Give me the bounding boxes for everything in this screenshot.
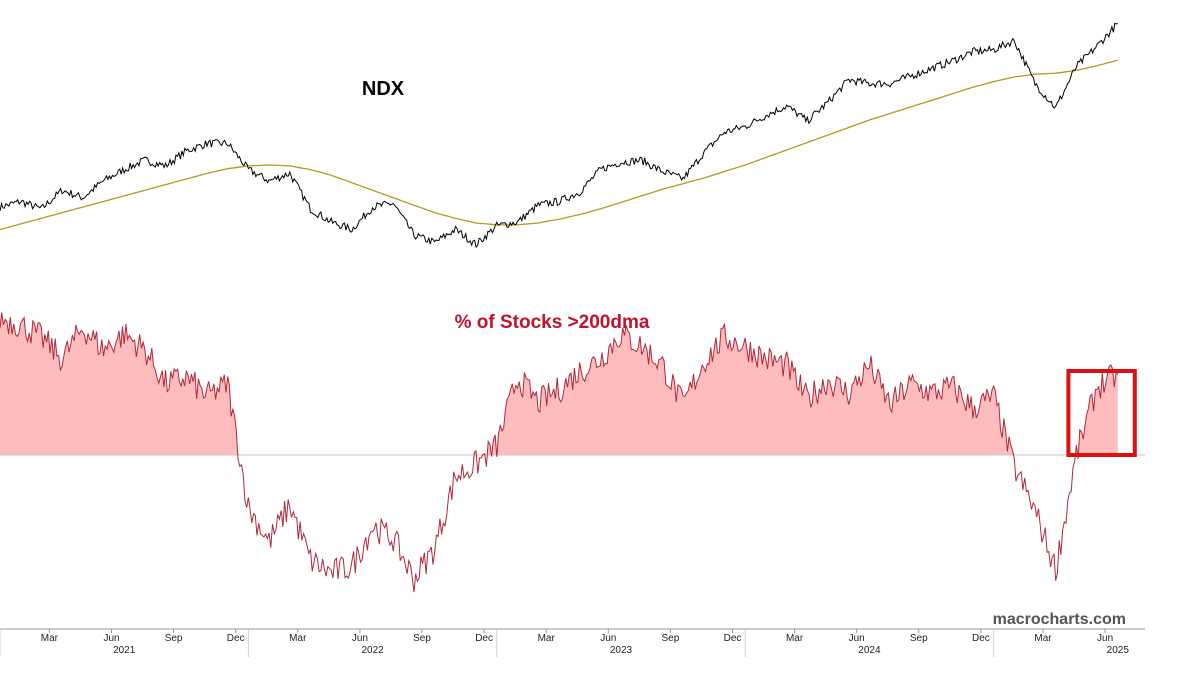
month-tick-label: Jun bbox=[849, 633, 865, 644]
month-tick-label: Mar bbox=[538, 633, 556, 644]
ndx-200dma-line bbox=[0, 59, 1118, 231]
ndx-price-line bbox=[0, 22, 1118, 249]
year-tick-label: 2025 bbox=[1107, 645, 1130, 656]
month-tick-label: Jun bbox=[600, 633, 616, 644]
month-tick-label: Mar bbox=[41, 633, 59, 644]
breadth-title: % of Stocks >200dma bbox=[455, 312, 650, 333]
month-tick-label: Dec bbox=[972, 633, 990, 644]
year-tick-label: 2022 bbox=[361, 645, 384, 656]
year-tick-label: 2023 bbox=[610, 645, 633, 656]
breadth-line bbox=[0, 312, 1119, 593]
year-tick-label: 2024 bbox=[858, 645, 881, 656]
ndx-title: NDX bbox=[362, 78, 405, 100]
month-tick-label: Mar bbox=[289, 633, 307, 644]
month-ticks: Mar Jun Sep Dec Mar Jun Sep Dec Mar Jun Sep Dec Mar J… bbox=[41, 629, 1113, 644]
ndx-panel: NDX bbox=[0, 22, 1118, 249]
watermark: macrocharts.com bbox=[993, 611, 1126, 628]
month-tick-label: Sep bbox=[413, 633, 431, 644]
month-tick-label: Mar bbox=[1034, 633, 1052, 644]
x-axis: Mar Jun Sep Dec Mar Jun Sep Dec Mar Jun Sep Dec Mar J… bbox=[0, 628, 1145, 657]
month-tick-label: Dec bbox=[724, 633, 742, 644]
month-tick-label: Sep bbox=[662, 633, 680, 644]
month-tick-label: Mar bbox=[786, 633, 804, 644]
month-tick-label: Dec bbox=[227, 633, 245, 644]
month-tick-label: Jun bbox=[1097, 633, 1113, 644]
month-tick-label: Jun bbox=[352, 633, 368, 644]
highlight-box bbox=[1066, 369, 1137, 457]
year-tick-label: 2021 bbox=[113, 645, 136, 656]
month-tick-label: Sep bbox=[910, 633, 928, 644]
breadth-panel: % of Stocks >200dma bbox=[0, 312, 1145, 593]
breadth-area-fill bbox=[0, 312, 1118, 455]
month-tick-label: Jun bbox=[103, 633, 119, 644]
month-tick-label: Sep bbox=[165, 633, 183, 644]
year-ticks: 2021 2022 2023 2024 2025 bbox=[0, 629, 1129, 657]
month-tick-label: Dec bbox=[475, 633, 493, 644]
